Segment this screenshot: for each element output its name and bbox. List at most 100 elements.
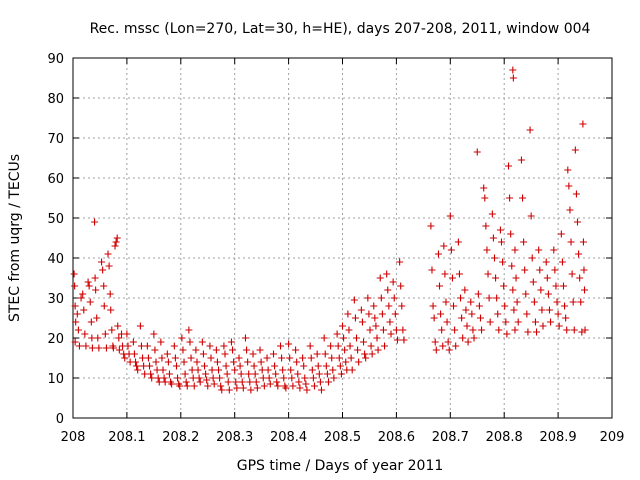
data-point	[213, 358, 221, 366]
data-point	[461, 286, 469, 294]
data-point	[307, 354, 315, 362]
data-point	[192, 346, 200, 354]
data-point	[427, 222, 435, 230]
data-point	[77, 294, 85, 302]
data-point	[217, 382, 225, 390]
data-point	[216, 374, 224, 382]
data-point	[294, 370, 302, 378]
data-point	[224, 378, 232, 386]
data-point	[259, 374, 267, 382]
data-point	[70, 270, 78, 278]
data-point	[106, 290, 114, 298]
data-point	[329, 366, 337, 374]
data-point	[579, 120, 587, 128]
data-point	[576, 274, 584, 282]
data-point	[353, 334, 361, 342]
x-tick-label: 209	[600, 430, 625, 445]
data-point	[550, 246, 558, 254]
data-point	[517, 156, 525, 164]
data-point	[171, 354, 179, 362]
data-point	[478, 326, 486, 334]
data-point	[114, 322, 122, 330]
data-point	[554, 310, 562, 318]
data-point	[563, 326, 571, 334]
data-point	[289, 382, 297, 390]
data-point	[473, 148, 481, 156]
data-point	[210, 380, 218, 388]
data-point	[370, 302, 378, 310]
x-tick-labels: 208 208.1 208.2 208.3 208.4 208.5 208.6 208.7 20…	[61, 430, 625, 445]
data-point	[495, 326, 503, 334]
data-point	[154, 374, 162, 382]
data-point	[557, 230, 565, 238]
data-point	[220, 342, 228, 350]
data-point	[80, 306, 88, 314]
data-point	[389, 278, 397, 286]
chart-title: Rec. mssc (Lon=270, Lat=30, h=HE), days …	[90, 21, 591, 37]
data-point	[134, 366, 142, 374]
data-point	[87, 318, 95, 326]
data-point	[448, 274, 456, 282]
x-tick-label: 208.1	[108, 430, 145, 445]
data-point	[181, 370, 189, 378]
data-point	[155, 378, 163, 386]
data-point	[577, 298, 585, 306]
data-point	[397, 282, 405, 290]
data-points	[70, 66, 589, 394]
data-point	[99, 266, 107, 274]
data-point	[490, 254, 498, 262]
y-tick-label: 30	[47, 292, 64, 307]
data-point	[160, 374, 168, 382]
data-point	[271, 362, 279, 370]
data-point	[350, 296, 358, 304]
data-point	[314, 362, 322, 370]
data-point	[180, 358, 188, 366]
data-point	[446, 212, 454, 220]
data-point	[272, 370, 280, 378]
data-point	[256, 346, 264, 354]
data-point	[355, 358, 363, 366]
data-point	[552, 282, 560, 290]
data-point	[452, 342, 460, 350]
data-point	[244, 358, 252, 366]
data-point	[258, 366, 266, 374]
data-point	[530, 298, 538, 306]
data-point	[547, 318, 555, 326]
data-point	[229, 346, 237, 354]
data-point	[260, 382, 268, 390]
data-point	[165, 370, 173, 378]
data-point	[170, 342, 178, 350]
data-point	[285, 340, 293, 348]
data-point	[509, 286, 517, 294]
data-point	[93, 314, 101, 322]
data-point	[505, 162, 513, 170]
data-point	[71, 338, 79, 346]
data-point	[309, 374, 317, 382]
data-point	[345, 326, 353, 334]
data-point	[193, 358, 201, 366]
data-point	[371, 314, 379, 322]
x-tick-label: 208.9	[539, 430, 576, 445]
data-point	[445, 346, 453, 354]
data-point	[386, 318, 394, 326]
data-point	[207, 354, 215, 362]
data-point	[510, 306, 518, 314]
data-point	[250, 362, 258, 370]
data-point	[450, 302, 458, 310]
data-point	[571, 146, 579, 154]
data-point	[579, 238, 587, 246]
data-point	[437, 310, 445, 318]
data-point	[566, 206, 574, 214]
data-point	[575, 250, 583, 258]
data-point	[71, 302, 79, 310]
data-point	[334, 342, 342, 350]
data-point	[147, 370, 155, 378]
data-point	[73, 310, 81, 318]
data-point	[215, 366, 223, 374]
data-point	[558, 258, 566, 266]
data-point	[440, 242, 448, 250]
data-point	[163, 350, 171, 358]
data-point	[379, 326, 387, 334]
data-point	[113, 234, 121, 242]
data-point	[485, 294, 493, 302]
